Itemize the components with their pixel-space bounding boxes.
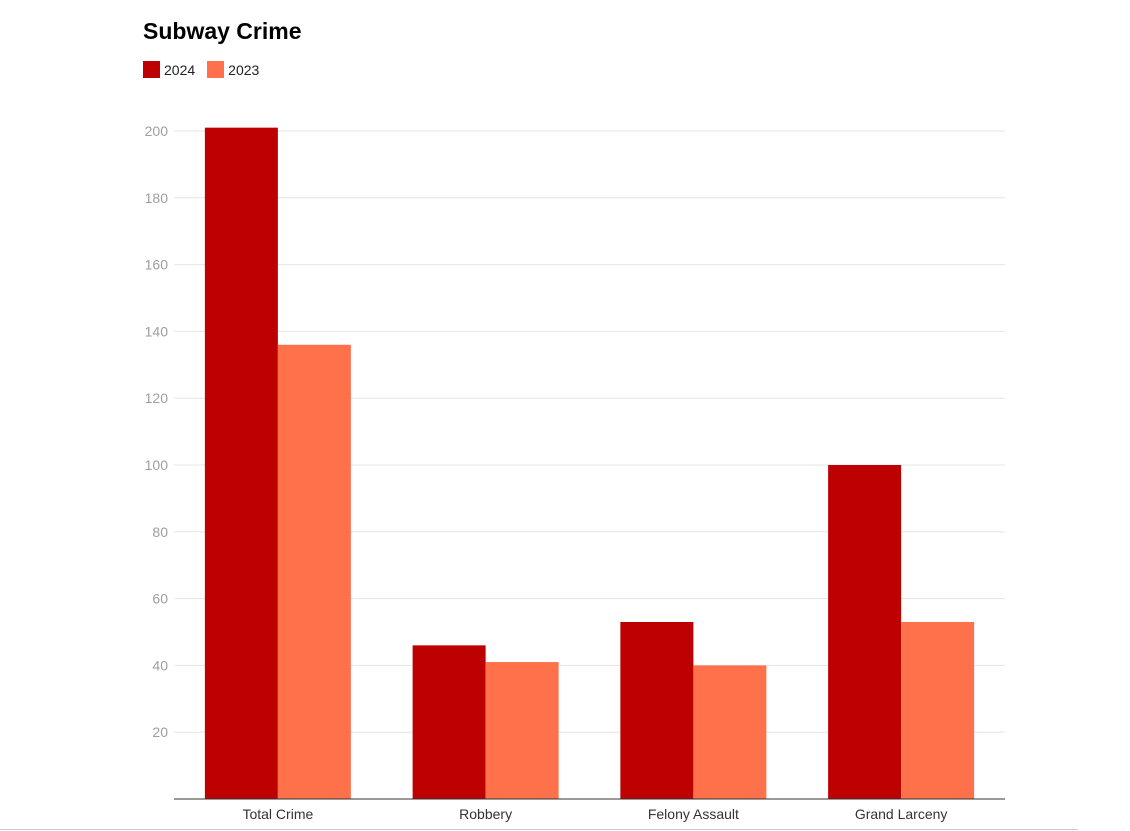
- legend-swatch-2023: [207, 61, 225, 78]
- bar-2024: [204, 127, 278, 799]
- legend-item-2024: 2024: [143, 61, 195, 78]
- y-tick-label: 40: [152, 657, 168, 673]
- bar-2023: [901, 621, 975, 799]
- y-tick-label: 20: [152, 724, 168, 740]
- y-tick-label: 80: [152, 524, 168, 540]
- y-tick-label: 100: [145, 457, 169, 473]
- y-tick-label: 140: [145, 323, 169, 339]
- bar-2024: [828, 465, 902, 799]
- bar-2024: [620, 621, 694, 799]
- bar-2023: [277, 344, 351, 799]
- y-tick-label: 120: [145, 390, 169, 406]
- x-tick-label: Robbery: [459, 806, 512, 822]
- legend-label-2024: 2024: [164, 61, 196, 78]
- legend-swatch-2024: [143, 61, 160, 78]
- legend-label-2023: 2023: [228, 61, 260, 78]
- x-tick-label: Felony Assault: [648, 806, 739, 822]
- bottom-divider: [0, 829, 1078, 830]
- x-tick-label: Total Crime: [242, 806, 313, 822]
- bar-2023: [485, 662, 559, 799]
- legend-item-2023: 2023: [207, 61, 259, 78]
- chart-title: Subway Crime: [143, 18, 302, 44]
- bar-2023: [693, 665, 767, 799]
- bar-2024: [412, 645, 486, 799]
- y-tick-label: 60: [152, 591, 168, 607]
- legend: 2024 2023: [143, 61, 271, 78]
- x-tick-label: Grand Larceny: [855, 806, 948, 822]
- y-tick-label: 180: [145, 190, 169, 206]
- y-tick-label: 200: [145, 123, 169, 139]
- y-tick-label: 160: [145, 257, 169, 273]
